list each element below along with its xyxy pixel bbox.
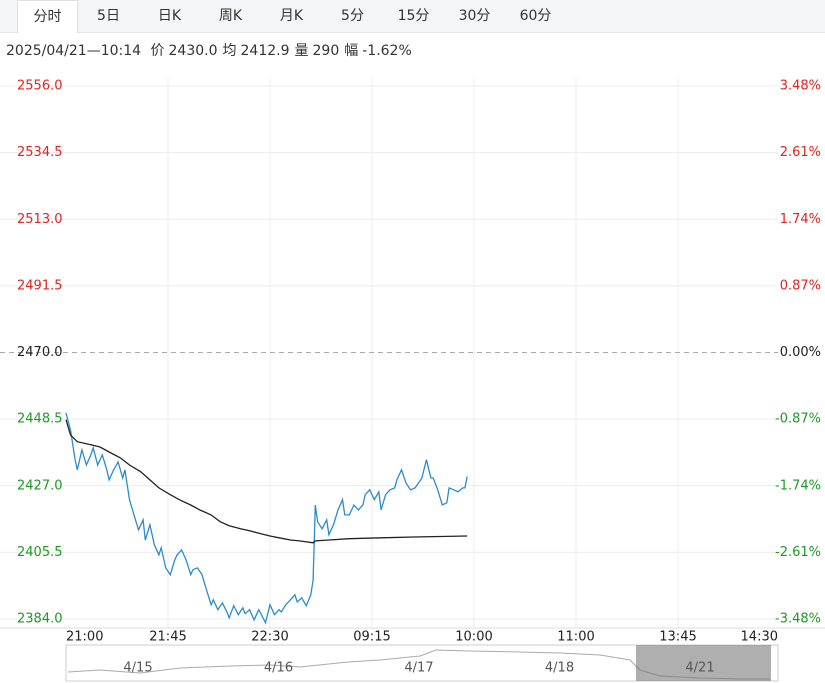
quote-value: 2412.9 xyxy=(240,43,290,59)
navigator-date: 4/15 xyxy=(123,661,152,676)
y-tick-label: 2556.0 xyxy=(17,79,63,94)
quote-value: -1.62% xyxy=(362,43,412,59)
y2-tick-label: 2.61% xyxy=(780,145,821,160)
period-tab[interactable]: 周K xyxy=(218,8,243,24)
navigator-date: 4/21 xyxy=(685,661,714,676)
period-tab[interactable]: 60分 xyxy=(519,8,552,24)
y2-tick-label: 0.87% xyxy=(780,278,821,293)
navigator-date: 4/17 xyxy=(404,661,433,676)
navigator-date: 4/16 xyxy=(264,661,293,676)
quote-value: 290 xyxy=(312,43,340,59)
navigator: 4/15 4/16 4/17 4/18 4/21 xyxy=(65,644,779,682)
y-tick-label: 2427.0 xyxy=(17,478,63,493)
period-tab[interactable]: 15分 xyxy=(397,8,430,24)
quote-item: 量 290 xyxy=(295,43,340,59)
period-tab[interactable]: 5分 xyxy=(341,8,364,24)
quote-label: 量 xyxy=(294,43,309,59)
x-tick-label: 22:30 xyxy=(251,630,288,645)
y2-tick-label: -2.61% xyxy=(775,545,821,560)
quote-label: 价 xyxy=(150,43,165,59)
x-tick-label: 21:45 xyxy=(149,630,186,645)
navigator-date: 4/18 xyxy=(545,661,574,676)
x-tick-label: 10:00 xyxy=(455,630,492,645)
x-tick-label: 11:00 xyxy=(557,630,594,645)
period-tab[interactable]: 月K xyxy=(279,8,304,24)
y2-tick-label: 3.48% xyxy=(780,79,821,94)
period-tab[interactable]: 分时 xyxy=(17,0,78,33)
y2-tick-label: 1.74% xyxy=(780,212,821,227)
price-line xyxy=(65,419,468,544)
y-tick-label: 2534.5 xyxy=(17,145,63,160)
quote-item: 幅 -1.62% xyxy=(344,43,412,59)
quote-info: 2025/04/21—10:14 价 2430.0 均 2412.9 量 290 幅 -1.6… xyxy=(6,40,417,60)
period-tabs: 分时 5日 日K 周K 月K 5分 15分 30分 60分 xyxy=(0,0,825,33)
x-tick-label: 09:15 xyxy=(353,630,390,645)
x-tick-label: 13:45 xyxy=(659,630,696,645)
y2-tick-label: -1.74% xyxy=(775,478,821,493)
y-tick-label: 2470.0 xyxy=(17,345,63,360)
period-tab[interactable]: 30分 xyxy=(458,8,491,24)
quote-item: 价 2430.0 xyxy=(151,43,218,59)
y-tick-label: 2513.0 xyxy=(17,212,63,227)
y-tick-label: 2384.0 xyxy=(17,612,63,627)
y2-tick-label: -3.48% xyxy=(775,612,821,627)
quote-label: 幅 xyxy=(344,43,359,59)
y-tick-label: 2448.5 xyxy=(17,412,63,427)
y-tick-label: 2491.5 xyxy=(17,278,63,293)
y-tick-label: 2405.5 xyxy=(17,545,63,560)
period-tab[interactable]: 5日 xyxy=(97,8,120,24)
y2-tick-label: 0.00% xyxy=(780,345,821,360)
x-tick-label: 14:30 xyxy=(741,630,778,645)
quote-value: 2430.0 xyxy=(168,43,218,59)
price-line xyxy=(65,412,468,625)
quote-label: 均 xyxy=(222,43,237,59)
quote-item: 均 2412.9 xyxy=(223,43,290,59)
y2-tick-label: -0.87% xyxy=(775,412,821,427)
quote-time: 2025/04/21—10:14 xyxy=(6,43,142,59)
x-tick-label: 21:00 xyxy=(66,630,103,645)
period-tab[interactable]: 日K xyxy=(157,8,182,24)
grid xyxy=(0,78,825,629)
navigator-window[interactable] xyxy=(636,645,771,681)
